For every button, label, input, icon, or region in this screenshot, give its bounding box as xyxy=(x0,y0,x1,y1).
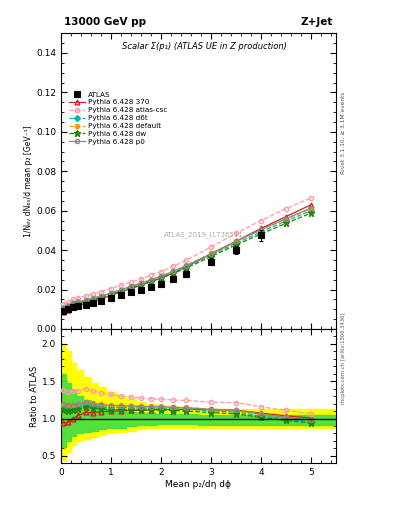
Y-axis label: 1/Nₑᵥ dNₑᵥ/d mean p₂ [GeV⁻¹]: 1/Nₑᵥ dNₑᵥ/d mean p₂ [GeV⁻¹] xyxy=(24,125,33,237)
Legend: ATLAS, Pythia 6.428 370, Pythia 6.428 atlas-csc, Pythia 6.428 d6t, Pythia 6.428 : ATLAS, Pythia 6.428 370, Pythia 6.428 at… xyxy=(67,90,169,146)
Text: Rivet 3.1.10, ≥ 3.1M events: Rivet 3.1.10, ≥ 3.1M events xyxy=(341,92,346,174)
Text: mcplots.cern.ch [arXiv:1306.3436]: mcplots.cern.ch [arXiv:1306.3436] xyxy=(341,313,346,404)
Text: Scalar Σ(p₁) (ATLAS UE in Z production): Scalar Σ(p₁) (ATLAS UE in Z production) xyxy=(121,42,286,51)
Text: ATLAS_2019_I1736531: ATLAS_2019_I1736531 xyxy=(164,231,244,238)
Y-axis label: Ratio to ATLAS: Ratio to ATLAS xyxy=(30,366,39,427)
Text: 13000 GeV pp: 13000 GeV pp xyxy=(64,17,146,27)
Text: Z+Jet: Z+Jet xyxy=(301,17,333,27)
X-axis label: Mean p₂/dη dϕ: Mean p₂/dη dϕ xyxy=(165,480,231,489)
